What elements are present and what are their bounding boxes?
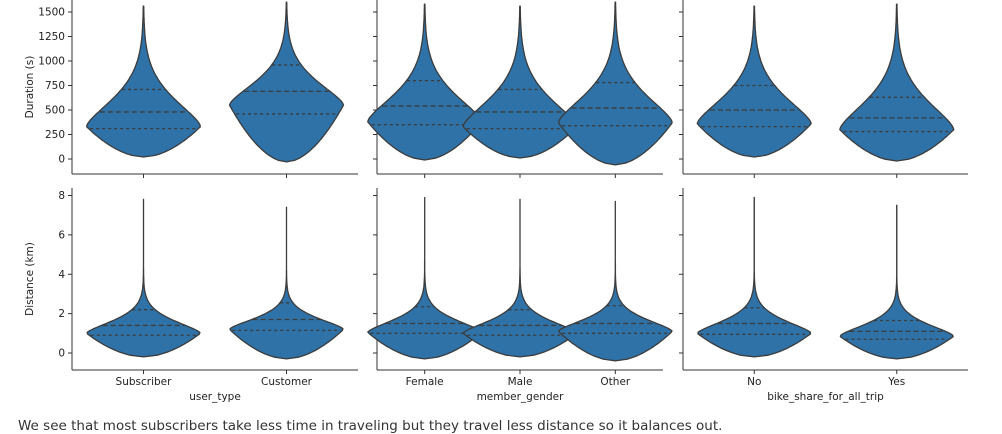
y-tick-label: 8 <box>58 190 65 202</box>
x-tick-label: Other <box>600 376 630 388</box>
x-tick-label: Male <box>508 376 533 388</box>
y-tick-label: 1250 <box>38 31 65 43</box>
x-tick-label: Yes <box>887 376 905 388</box>
x-tick-label: Customer <box>261 376 313 388</box>
panel-distance-km-member-gender: Female Male Other member_gender <box>367 188 673 403</box>
y-tick-label: 0 <box>58 154 65 166</box>
violin-female <box>367 196 483 360</box>
violin-male <box>462 198 578 358</box>
violin-female <box>367 3 483 161</box>
x-tick-label: Subscriber <box>116 376 173 388</box>
y-axis-label: Distance (km) <box>24 242 36 316</box>
violin-customer <box>229 206 344 360</box>
panel-distance-km-user-type: 0 2 4 6 8 Distance (km) Subscriber Customer user… <box>24 188 358 403</box>
y-tick-label: 250 <box>45 129 65 141</box>
violin-subscriber <box>86 198 201 358</box>
x-axis-label: bike_share_for_all_trip <box>767 391 884 403</box>
violin-other <box>558 200 673 362</box>
panel-duration-s-bike-share-for-all-trip <box>679 0 968 178</box>
commentary-text: We see that most subscribers take less t… <box>18 418 723 434</box>
violin-male <box>462 5 578 159</box>
x-axis-label: user_type <box>189 391 241 403</box>
panel-duration-s-user-type: 0 250 500 750 1000 1250 1500 Duration (s) <box>24 0 358 178</box>
x-axis-label: member_gender <box>477 391 565 403</box>
violin-subscriber <box>86 5 201 158</box>
violin-yes <box>839 3 955 162</box>
y-tick-label: 1500 <box>38 7 65 19</box>
violin-yes <box>839 204 954 360</box>
y-tick-label: 750 <box>45 80 65 92</box>
panel-duration-s-member-gender <box>367 0 673 178</box>
violin-other <box>558 1 673 166</box>
violin-no <box>696 5 812 158</box>
x-tick-label: Female <box>406 376 444 388</box>
violin-customer <box>228 1 345 163</box>
y-axis-label: Duration (s) <box>24 56 36 119</box>
y-tick-label: 500 <box>45 105 65 117</box>
y-tick-label: 4 <box>58 269 65 281</box>
y-tick-label: 2 <box>58 308 65 320</box>
x-tick-label: No <box>747 376 761 388</box>
y-tick-label: 6 <box>58 229 65 241</box>
y-tick-label: 1000 <box>38 56 65 68</box>
y-tick-label: 0 <box>58 348 65 360</box>
violin-no <box>697 196 812 358</box>
